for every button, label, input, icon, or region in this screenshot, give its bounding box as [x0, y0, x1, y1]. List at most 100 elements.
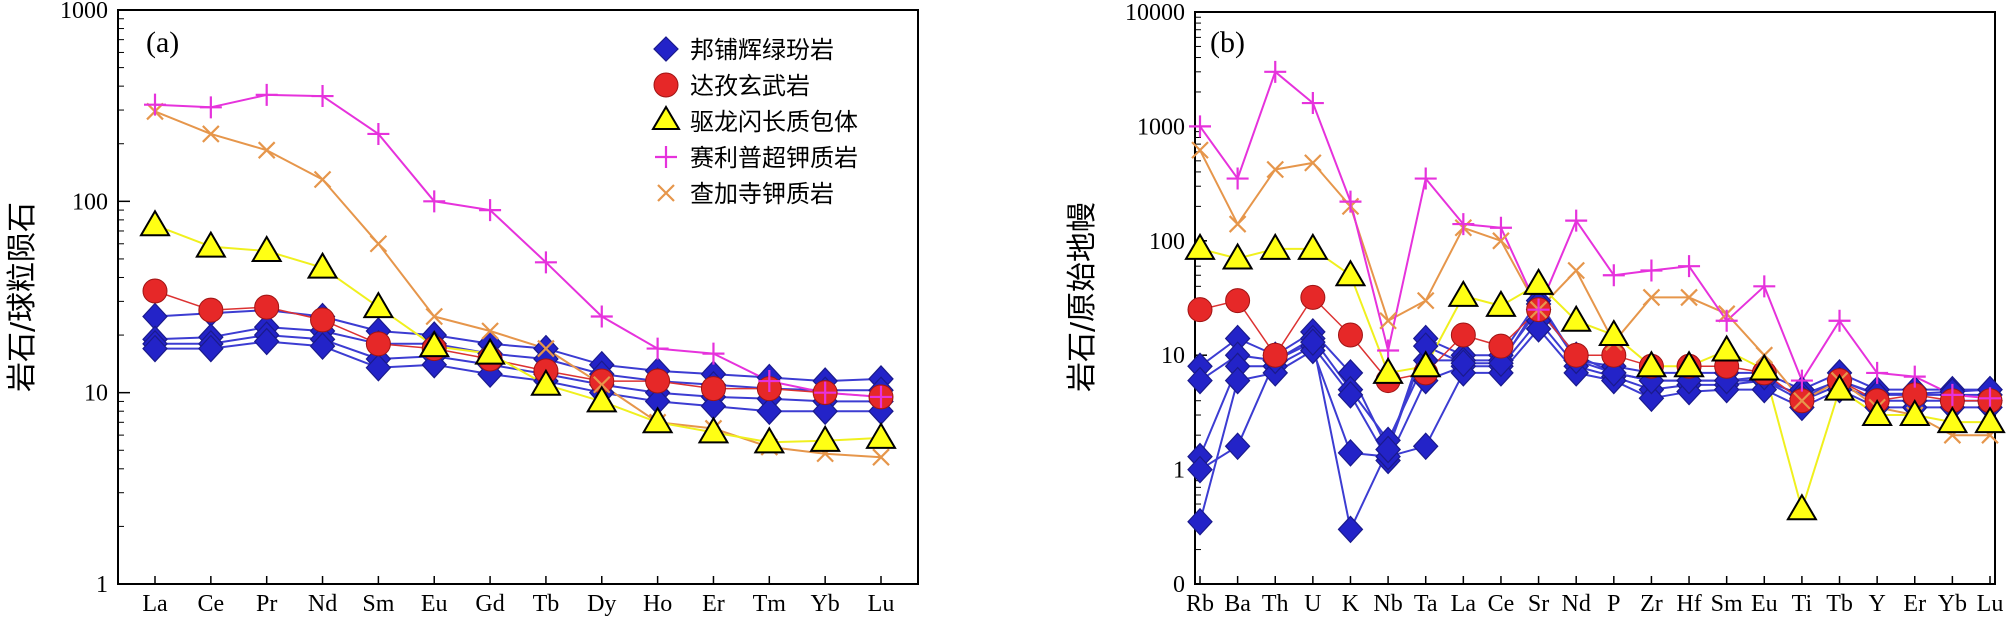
- panel-b-qulong-6-point-Eu: [1748, 353, 1781, 381]
- panel-b-qulong-6-point-La: [1447, 279, 1480, 307]
- panel-b-x-tick-label-La: La: [1451, 591, 1477, 617]
- panel-b-sailipu-7-point-Ba: [1226, 167, 1249, 190]
- panel-b-qulong-6-point-Ce: [1485, 289, 1517, 317]
- legend-marker-plus: [655, 146, 677, 168]
- panel-b-y-tick-label: 10000: [1125, 0, 1185, 26]
- panel-b-qulong-6-point-Er: [1899, 399, 1931, 427]
- panel-b-x-tick-label-Rb: Rb: [1186, 591, 1214, 617]
- panel-a-x-tick-label-Gd: Gd: [475, 591, 504, 617]
- panel-a-sailipu-6-point-Eu: [423, 190, 446, 213]
- panel-b-dazi-5-point-Nd: [1563, 342, 1589, 368]
- panel-b-qulong-6-point-Y: [1861, 399, 1893, 427]
- panel-b-sailipu-7-point-Hf: [1678, 255, 1701, 278]
- panel-b-dazi-5-point-K: [1337, 322, 1363, 348]
- panel-b-x-tick-label-Hf: Hf: [1676, 591, 1701, 617]
- panel-a-x-tick-label-Yb: Yb: [810, 591, 839, 617]
- panel-b-x-tick-label-Ta: Ta: [1414, 591, 1438, 617]
- panel-b-spider-primitive-mantle: (b) 岩石/原始地幔 0 1 10 100 1000 10000 Rb Ba Th U K Nb Ta…: [1065, 0, 2006, 617]
- panel-b-x-tick-label-Sm: Sm: [1711, 591, 1743, 617]
- panel-b-qulong-6-point-Ba: [1221, 242, 1254, 270]
- legend-item-dazi: 达孜玄武岩: [653, 72, 810, 100]
- panel-a-qulong-5-point-Gd: [474, 337, 506, 365]
- panel-a-qulong-5-point-Yb: [809, 424, 841, 452]
- panel-b-chajiasi-8-point-U: [1304, 154, 1322, 172]
- panel-a-qulong-5-point-Er: [697, 416, 730, 444]
- panel-a-sailipu-6-point-Dy: [590, 305, 613, 328]
- legend-label-qulong: 驱龙闪长质包体: [690, 108, 858, 136]
- panel-a-qulong-5-point-La: [139, 209, 171, 237]
- panel-b-y-tick-label: 1000: [1137, 114, 1185, 140]
- panel-a-x-tick-label-Lu: Lu: [868, 591, 895, 617]
- panel-a-chajiasi-7-point-Eu: [425, 307, 444, 326]
- panel-b-x-tick-label-Y: Y: [1868, 591, 1885, 617]
- panel-a-qulong-5-point-Sm: [362, 291, 395, 319]
- panel-b-y-tick-label: 0: [1173, 572, 1185, 598]
- panel-b-sailipu-7-point-U: [1301, 92, 1324, 115]
- panel-b-series-markers-bangpu-0: [1187, 286, 2003, 464]
- panel-a-y-tick-label: 10: [84, 381, 108, 407]
- panel-a-bangpu-3-point-Sm: [365, 353, 392, 382]
- panel-b-sailipu-7-point-Ce: [1489, 216, 1512, 239]
- panel-a-qulong-5-point-Tm: [753, 426, 786, 454]
- panel-b-qulong-6-point-Hf: [1673, 350, 1705, 378]
- panel-b-bangpu-3-point-Ta: [1412, 432, 1439, 461]
- panel-a-x-tick-label-Dy: Dy: [587, 591, 616, 617]
- panel-a-sailipu-6-point-Yb: [814, 381, 837, 404]
- panel-a-y-tick-label: 1000: [60, 0, 108, 24]
- panel-a-series-markers-sailipu-6: [144, 83, 892, 408]
- panel-b-bangpu-3-point-Rb: [1187, 507, 1213, 536]
- panel-b-sailipu-7-point-Ta: [1414, 167, 1437, 190]
- panel-a-chajiasi-7-point-Nd: [313, 170, 332, 189]
- panel-b-bangpu-4-point-Ba: [1224, 432, 1251, 461]
- panel-a-x-tick-label-Pr: Pr: [256, 591, 277, 617]
- panel-b-chajiasi-8-point-Ce: [1492, 232, 1510, 250]
- panel-b-chajiasi-8-point-Ba: [1228, 215, 1247, 233]
- panel-b-sailipu-7-point-Ti: [1790, 369, 1813, 392]
- panel-b-qulong-6-point-Tb: [1823, 373, 1856, 401]
- panel-b-chajiasi-8-point-Ti: [1793, 391, 1811, 410]
- panel-b-x-tick-label-Yb: Yb: [1938, 591, 1967, 617]
- panel-b-qulong-6-point-Yb: [1936, 406, 1969, 434]
- panel-a-sailipu-6-point-Tm: [758, 370, 781, 393]
- panel-a-sailipu-6-point-La: [144, 93, 166, 116]
- legend-item-sailipu: 赛利普超钾质岩: [655, 144, 858, 172]
- panel-b-bangpu-4-point-Nb: [1375, 435, 1401, 464]
- panel-a-qulong-5-point-Dy: [586, 385, 618, 413]
- panel-b-bangpu-4-point-U: [1300, 328, 1326, 357]
- panel-b-qulong-6-point-Nb: [1372, 356, 1404, 384]
- panel-b-qulong-6-point-Zr: [1635, 350, 1668, 378]
- panel-b-chajiasi-8-point-Hf: [1680, 288, 1698, 307]
- panel-a-x-tick-label-Ho: Ho: [643, 591, 672, 617]
- panel-b-bangpu-3-point-Sr: [1525, 314, 1552, 343]
- panel-b-qulong-6-point-Nd: [1560, 304, 1592, 332]
- panel-a-sailipu-6-point-Ce: [199, 96, 222, 119]
- panel-b-bangpu-3-point-Ba: [1224, 366, 1251, 395]
- panel-b-sailipu-7-point-Lu: [1979, 387, 2001, 410]
- panel-a-chajiasi-7-point-Lu: [872, 448, 890, 466]
- panel-b-chajiasi-8-point-Th: [1266, 160, 1285, 179]
- panel-a-frame: [117, 9, 919, 585]
- panel-b-dazi-5-point-Ba: [1225, 288, 1251, 314]
- panel-a-series-markers-dazi-4: [142, 278, 894, 410]
- panel-b-x-tick-label-Nd: Nd: [1562, 591, 1591, 617]
- panel-a-sailipu-6-point-Pr: [255, 83, 278, 106]
- panel-b-sailipu-7-point-Yb: [1941, 383, 1964, 406]
- panel-b-x-tick-label-Eu: Eu: [1751, 591, 1778, 617]
- panel-b-x-tick-label-U: U: [1304, 591, 1321, 617]
- panel-b-dazi-5-point-La: [1450, 322, 1476, 348]
- panel-a-chajiasi-7-point-Sm: [369, 235, 388, 253]
- panel-a-y-tick-label: 100: [72, 189, 108, 215]
- panel-a-dazi-4-point-Er: [700, 376, 726, 402]
- panel-b-chajiasi-8-point-Nb: [1379, 311, 1397, 330]
- panel-b-y-tick-label: 10: [1161, 343, 1185, 369]
- panel-b-sailipu-7-point-P: [1602, 264, 1625, 287]
- panel-b-qulong-6-point-K: [1334, 259, 1367, 287]
- panel-b-series-line-bangpu-4: [1199, 303, 1991, 531]
- panel-a-sailipu-6-point-Er: [702, 342, 725, 365]
- panel-a-y-axis-title: 岩石/球粒陨石: [5, 202, 40, 392]
- panel-b-bangpu-4-point-K: [1337, 515, 1364, 544]
- panel-a-x-tick-label-Tb: Tb: [533, 591, 560, 617]
- panel-b-dazi-5-point-Rb: [1187, 297, 1213, 323]
- panel-a-series-markers-qulong-5: [139, 209, 897, 454]
